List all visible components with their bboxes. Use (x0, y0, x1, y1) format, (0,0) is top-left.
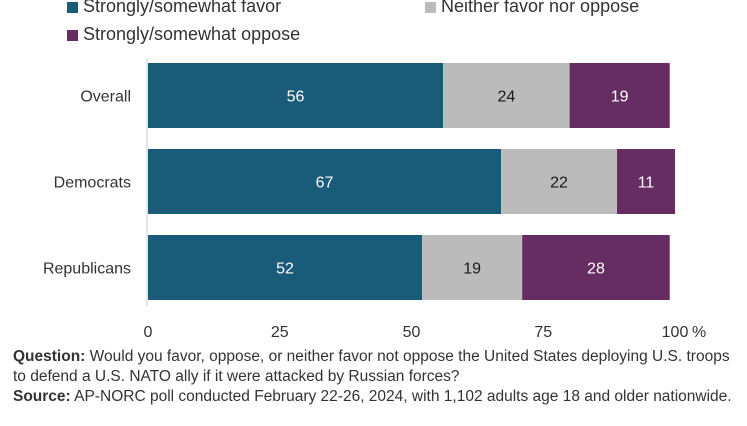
source-text: AP-NORC poll conducted February 22-26, 2… (74, 388, 732, 405)
legend-label-strongly-somewhat-favor: Strongly/somewhat favor (83, 0, 281, 16)
bar-republicans-series-0 (148, 235, 423, 300)
chart-notes: Question: Would you favor, oppose, or ne… (13, 347, 739, 407)
bar-overall-series-1 (443, 63, 570, 128)
category-label-overall: Overall (80, 89, 131, 106)
legend-label-strongly-somewhat-oppose: Strongly/somewhat oppose (83, 24, 300, 44)
category-label-republicans: Republicans (43, 261, 131, 278)
question-note: Question: Would you favor, oppose, or ne… (13, 347, 739, 387)
legend-label-neither-favor-nor-oppose: Neither favor nor oppose (441, 0, 639, 16)
bar-overall-series-2 (569, 63, 670, 128)
stacked-bar-chart: Strongly/somewhat favor Neither favor nor… (43, 0, 706, 341)
x-tick-label-0: 0 (144, 324, 153, 341)
bar-republicans-series-2 (522, 235, 670, 300)
bar-overall-series-0 (148, 63, 444, 128)
data-label-overall-series-1: 24 (497, 89, 515, 106)
data-label-democrats-series-2: 11 (638, 175, 655, 192)
x-tick-label-50: 50 (403, 324, 421, 341)
source-note: Source: AP-NORC poll conducted February … (13, 387, 739, 407)
question-label: Question: (13, 348, 86, 365)
question-text: Would you favor, oppose, or neither favo… (13, 348, 730, 385)
legend-swatch-strongly-somewhat-oppose (67, 30, 78, 41)
bar-republicans-series-1 (422, 235, 523, 300)
x-tick-label-75: 75 (534, 324, 552, 341)
legend-swatch-strongly-somewhat-favor (67, 2, 78, 13)
data-label-democrats-series-1: 22 (550, 175, 568, 192)
x-tick-label-100: 100 (662, 324, 689, 341)
x-tick-label-25: 25 (271, 324, 289, 341)
bar-democrats-series-0 (148, 149, 502, 214)
legend-swatch-neither-favor-nor-oppose (425, 2, 436, 13)
bar-democrats-series-1 (501, 149, 618, 214)
x-axis-unit: % (692, 324, 706, 341)
data-label-democrats-series-0: 67 (316, 175, 334, 192)
data-label-overall-series-2: 19 (611, 89, 629, 106)
data-label-republicans-series-2: 28 (587, 261, 605, 278)
data-label-republicans-series-0: 52 (276, 261, 294, 278)
data-label-republicans-series-1: 19 (463, 261, 481, 278)
category-label-democrats: Democrats (54, 175, 131, 192)
source-label: Source: (13, 388, 71, 405)
data-label-overall-series-0: 56 (287, 89, 305, 106)
bar-democrats-series-2 (617, 149, 675, 214)
